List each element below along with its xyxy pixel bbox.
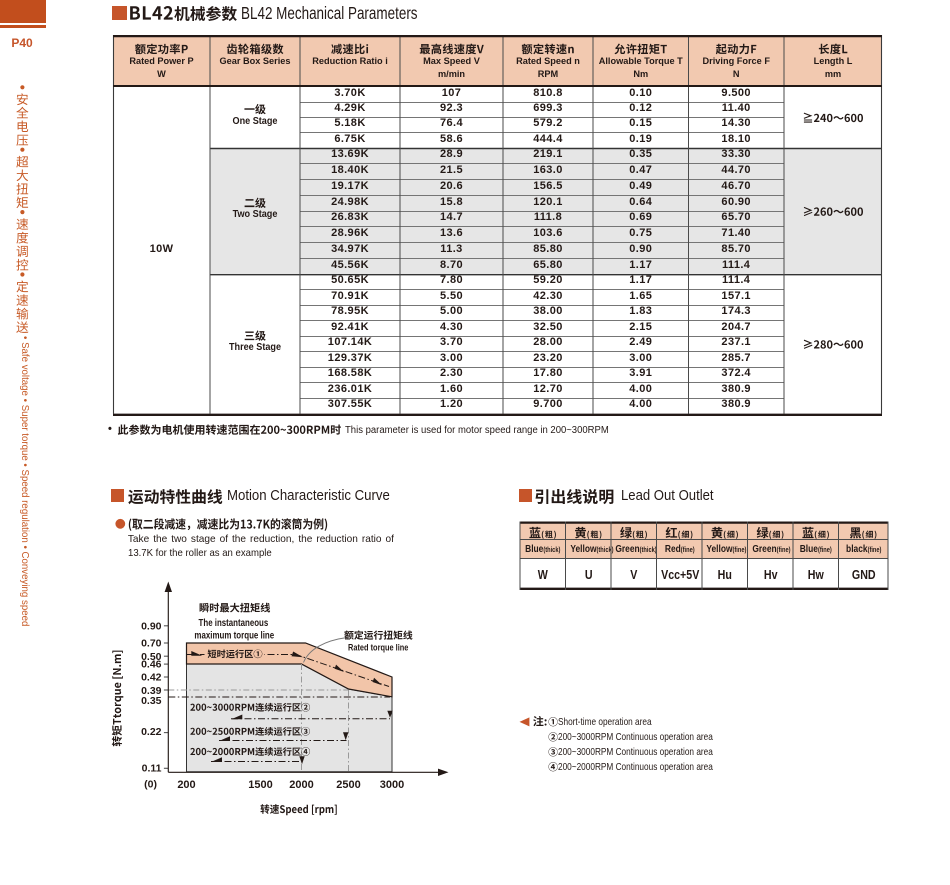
svg-text:(0): (0) [144,779,157,791]
svg-text:0.42: 0.42 [141,672,162,684]
svg-text:0.70: 0.70 [141,638,162,650]
svg-text:200: 200 [177,779,195,791]
svg-text:The instantaneous: The instantaneous [199,617,269,628]
svg-text:2000: 2000 [289,779,313,791]
svg-text:Rated torque line: Rated torque line [348,642,409,653]
svg-text:1500: 1500 [248,779,272,791]
svg-text:0.46: 0.46 [141,659,162,671]
svg-text:0.35: 0.35 [141,695,162,707]
svg-text:0.90: 0.90 [141,620,162,632]
svg-text:maximum torque line: maximum torque line [194,630,274,641]
svg-text:3000: 3000 [380,779,404,791]
svg-text:0.11: 0.11 [142,763,162,775]
svg-text:0.39: 0.39 [141,685,162,697]
svg-text:2500: 2500 [336,779,360,791]
svg-text:0.50: 0.50 [141,651,162,663]
svg-text:0.22: 0.22 [141,726,162,738]
